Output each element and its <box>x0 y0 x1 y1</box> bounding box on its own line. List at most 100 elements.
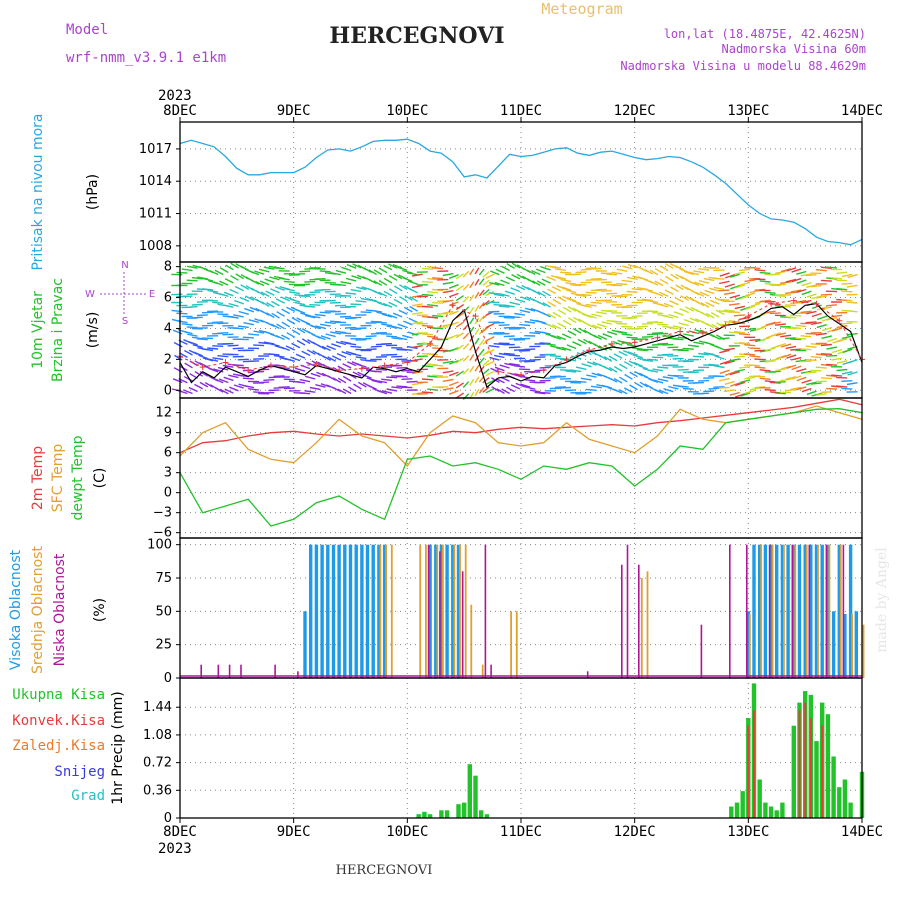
pressure-axis-title: Pritisak na nivou mora <box>30 113 46 270</box>
mid-cloud-bar <box>442 544 444 678</box>
high-cloud-bar <box>354 544 358 678</box>
high-cloud-bar <box>848 544 853 678</box>
top-year-label: 2023 <box>158 88 192 104</box>
y-tick-label: 1011 <box>139 207 172 222</box>
wind-gust-marker <box>358 365 365 372</box>
temp-sfc-title: SFC Temp <box>50 444 66 513</box>
conv-precip-bar <box>747 725 750 818</box>
total-precip-bar <box>427 814 433 818</box>
total-precip-bar <box>462 802 467 818</box>
model-label: Model <box>66 22 108 38</box>
mid-cloud-bar <box>390 544 393 678</box>
high-cloud-bar <box>456 544 461 678</box>
total-precip-bar <box>791 725 796 818</box>
low-cloud-bar <box>228 664 231 678</box>
wind-gust-marker <box>313 361 320 367</box>
precip-legend-4: Grad <box>71 788 105 804</box>
high-cloud-bar <box>371 544 375 678</box>
low-cloud-bar <box>638 564 640 678</box>
mid-cloud-bar <box>771 544 774 678</box>
total-precip-bar <box>484 814 490 818</box>
low-cloud-bar <box>729 544 731 678</box>
mid-cloud-bar <box>379 544 382 678</box>
high-cloud-bar <box>854 611 858 678</box>
mid-cloud-bar <box>459 544 461 678</box>
total-precip-bar <box>842 779 848 818</box>
y-tick-label: 6 <box>164 446 172 461</box>
wind-gust-marker <box>563 356 570 363</box>
low-cloud-bar <box>700 624 703 678</box>
high-cloud-bar <box>434 544 438 678</box>
y-tick-label: 4 <box>164 321 172 336</box>
high-cloud-bar <box>843 614 847 678</box>
wind-gust-marker <box>518 371 524 378</box>
mid-cloud-bar <box>794 544 797 678</box>
total-precip-bar <box>814 741 819 818</box>
temp-dewpoint-title: dewpt Temp <box>70 435 86 520</box>
altitude-label: Nadmorska Visina 60m <box>722 42 867 56</box>
wind-gust-marker <box>586 347 593 354</box>
bottom-date-label: 10DEC <box>386 824 428 840</box>
high-cloud-bar <box>814 544 819 678</box>
wind-gust-marker <box>768 300 775 307</box>
y-tick-label: 0 <box>164 811 172 826</box>
compass-east: E <box>149 289 155 300</box>
mid-cloud-bar <box>640 578 643 678</box>
wind-gust-marker <box>540 367 547 374</box>
wind-gust-marker <box>290 364 297 371</box>
high-cloud-bar <box>365 544 370 678</box>
top-date-label: 11DEC <box>500 103 542 119</box>
high-cloud-bar <box>360 544 364 678</box>
low-cloud-bar <box>427 544 430 678</box>
y-tick-label: 0 <box>164 671 172 686</box>
low-cloud-bar <box>297 671 299 678</box>
wind-gust-marker <box>427 340 434 347</box>
wind-gust-marker <box>336 367 343 374</box>
watermark: made by Angel <box>874 547 890 653</box>
lonlat-label: lon,lat (18.4875E, 42.4625N) <box>664 27 866 41</box>
conv-precip-bar <box>798 710 801 818</box>
wind-gust-marker <box>199 364 206 371</box>
high-cloud-bar <box>348 544 353 678</box>
page-title: HERCEGNOVI <box>329 23 504 49</box>
mid-cloud-bar <box>828 544 831 678</box>
mid-cloud-bar <box>464 544 467 678</box>
total-precip-bar <box>456 804 461 818</box>
mid-cloud-bar <box>783 544 785 678</box>
wind-compass-legend: N W E S <box>85 260 155 327</box>
wind-gust-marker <box>677 328 684 335</box>
page-subtitle: Meteogram <box>541 0 622 18</box>
wind-unit: (m/s) <box>85 312 101 349</box>
wind-arrow-field <box>171 262 858 400</box>
y-tick-label: 1.08 <box>143 728 172 743</box>
mid-cloud-title: Srednja Oblacnost <box>30 546 46 674</box>
bottom-date-label: 8DEC <box>163 824 197 840</box>
high-cloud-bar <box>343 544 347 678</box>
mid-cloud-bar <box>646 571 649 678</box>
top-date-label: 8DEC <box>163 103 197 119</box>
y-tick-label: 3 <box>164 466 172 481</box>
wind-gust-marker <box>631 339 638 346</box>
low-cloud-bar <box>240 664 242 678</box>
high-cloud-bar <box>797 544 802 678</box>
wind-axis-title-2: Brzina i Pravac <box>50 278 66 382</box>
bottom-date-label: 9DEC <box>277 824 311 840</box>
high-cloud-bar <box>320 544 324 678</box>
high-cloud-bar <box>769 544 773 678</box>
y-tick-label: 1014 <box>139 174 172 189</box>
y-tick-label: 0 <box>164 383 172 398</box>
y-tick-label: 1008 <box>139 239 172 254</box>
top-date-label: 12DEC <box>614 103 656 119</box>
low-cloud-bar <box>586 671 589 678</box>
y-tick-label: −6 <box>153 526 172 541</box>
high-cloud-bar <box>303 611 307 678</box>
total-precip-bar <box>734 802 740 818</box>
y-tick-label: 100 <box>147 538 172 553</box>
y-tick-label: 6 <box>164 291 172 306</box>
high-cloud-bar <box>826 544 830 678</box>
high-cloud-bar <box>746 611 750 678</box>
low-cloud-bar <box>274 664 276 678</box>
mid-cloud-bar <box>385 544 387 678</box>
pressure-line <box>179 138 863 246</box>
